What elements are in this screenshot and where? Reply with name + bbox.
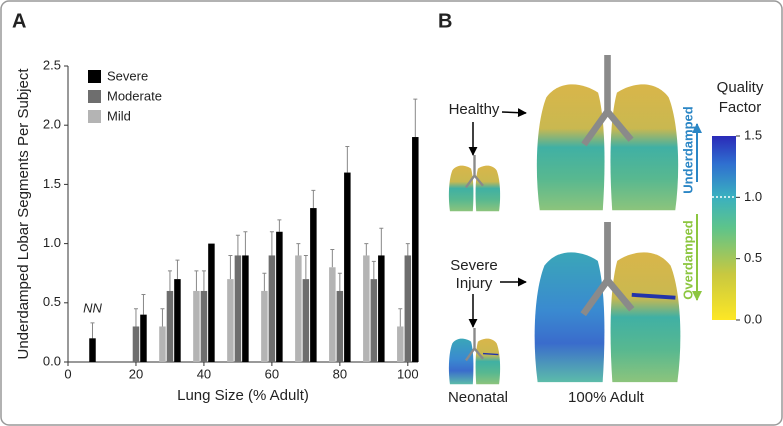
- y-tick-label: 0.5: [43, 294, 61, 309]
- bar: [302, 279, 310, 362]
- bar: [89, 338, 96, 362]
- error-bar: [228, 254, 233, 280]
- bar: [193, 290, 200, 362]
- severe-label: Injury: [456, 275, 493, 292]
- x-axis-label: Lung Size (% Adult): [177, 387, 309, 404]
- colorbar-tick-label: 0.0: [744, 311, 762, 326]
- underdamped-label: Underdamped: [680, 106, 695, 193]
- legend-label: Mild: [107, 108, 131, 123]
- colorbar-tick-label: 1.0: [744, 189, 762, 204]
- neonatal-label: Neonatal: [448, 389, 508, 406]
- bar: [378, 255, 385, 362]
- bar: [140, 314, 147, 362]
- adult-label: 100% Adult: [568, 389, 645, 406]
- lung-image: [537, 55, 678, 210]
- error-bar: [167, 270, 172, 291]
- error-bar: [405, 243, 410, 256]
- legend-swatch: [88, 70, 101, 83]
- error-bar: [160, 308, 165, 327]
- bar: [295, 255, 302, 362]
- bar: [208, 243, 215, 362]
- error-bar: [201, 270, 206, 291]
- x-tick-label: 40: [197, 366, 211, 381]
- bar: [132, 326, 140, 362]
- bar: [344, 172, 351, 362]
- error-bar: [398, 308, 403, 327]
- error-bar: [303, 254, 308, 280]
- y-axis-label: Underdamped Lobar Segments Per Subject: [15, 68, 32, 360]
- bar: [227, 279, 234, 362]
- healthy-label: Healthy: [449, 101, 500, 118]
- bar: [200, 290, 208, 362]
- error-bar: [364, 243, 369, 256]
- error-bar: [175, 259, 180, 280]
- bar: [336, 290, 344, 362]
- bar: [310, 208, 317, 362]
- colorbar-tick-label: 0.5: [744, 250, 762, 265]
- bar: [370, 279, 378, 362]
- error-bar: [413, 98, 418, 138]
- x-tick-label: 80: [333, 366, 347, 381]
- y-tick-label: 1.0: [43, 235, 61, 250]
- error-bar: [311, 189, 316, 209]
- x-tick-label: 100: [397, 366, 419, 381]
- error-bar: [262, 272, 267, 291]
- x-tick-label: 0: [64, 366, 71, 381]
- annotation: NN: [83, 300, 102, 315]
- bar: [261, 290, 268, 362]
- error-bar: [235, 234, 240, 256]
- lung-image: [535, 222, 681, 382]
- bar: [329, 267, 336, 362]
- lung-image: [447, 155, 502, 213]
- error-bar: [371, 260, 376, 280]
- error-bar: [345, 146, 350, 173]
- bar: [404, 255, 412, 362]
- legend-swatch: [88, 90, 101, 103]
- bar: [276, 231, 283, 362]
- y-tick-label: 0.0: [43, 353, 61, 368]
- legend-label: Severe: [107, 68, 148, 83]
- colorbar-title: Factor: [719, 99, 762, 116]
- bar: [363, 255, 370, 362]
- error-bar: [269, 231, 274, 256]
- x-tick-label: 20: [129, 366, 143, 381]
- bar: [159, 326, 166, 362]
- arrow: [501, 108, 527, 118]
- overdamped-label: Overdamped: [680, 220, 695, 300]
- lung-image: [447, 328, 502, 386]
- panel-label: A: [12, 10, 26, 32]
- bar: [234, 255, 242, 362]
- colorbar-tick-label: 1.5: [744, 127, 762, 142]
- x-tick-label: 60: [265, 366, 279, 381]
- error-bar: [90, 322, 95, 339]
- y-tick-label: 2.0: [43, 117, 61, 132]
- y-tick-label: 1.5: [43, 176, 61, 191]
- y-tick-label: 2.5: [43, 57, 61, 72]
- legend-swatch: [88, 110, 101, 123]
- error-bar: [277, 219, 282, 232]
- panel-label: B: [438, 10, 452, 32]
- error-bar: [337, 272, 342, 291]
- bar: [397, 326, 404, 362]
- error-bar: [330, 249, 335, 268]
- bar: [412, 137, 419, 362]
- bar: [166, 290, 174, 362]
- bar: [268, 255, 276, 362]
- error-bar: [243, 231, 248, 256]
- colorbar-title: Quality: [717, 79, 764, 96]
- legend-label: Moderate: [107, 88, 162, 103]
- error-bar: [194, 270, 199, 291]
- bar: [174, 279, 181, 362]
- error-bar: [379, 227, 384, 256]
- severe-label: Severe: [450, 257, 498, 274]
- colorbar: [712, 136, 736, 320]
- error-bar: [141, 294, 146, 315]
- bar: [242, 255, 249, 362]
- error-bar: [296, 243, 301, 256]
- error-bar: [133, 308, 138, 327]
